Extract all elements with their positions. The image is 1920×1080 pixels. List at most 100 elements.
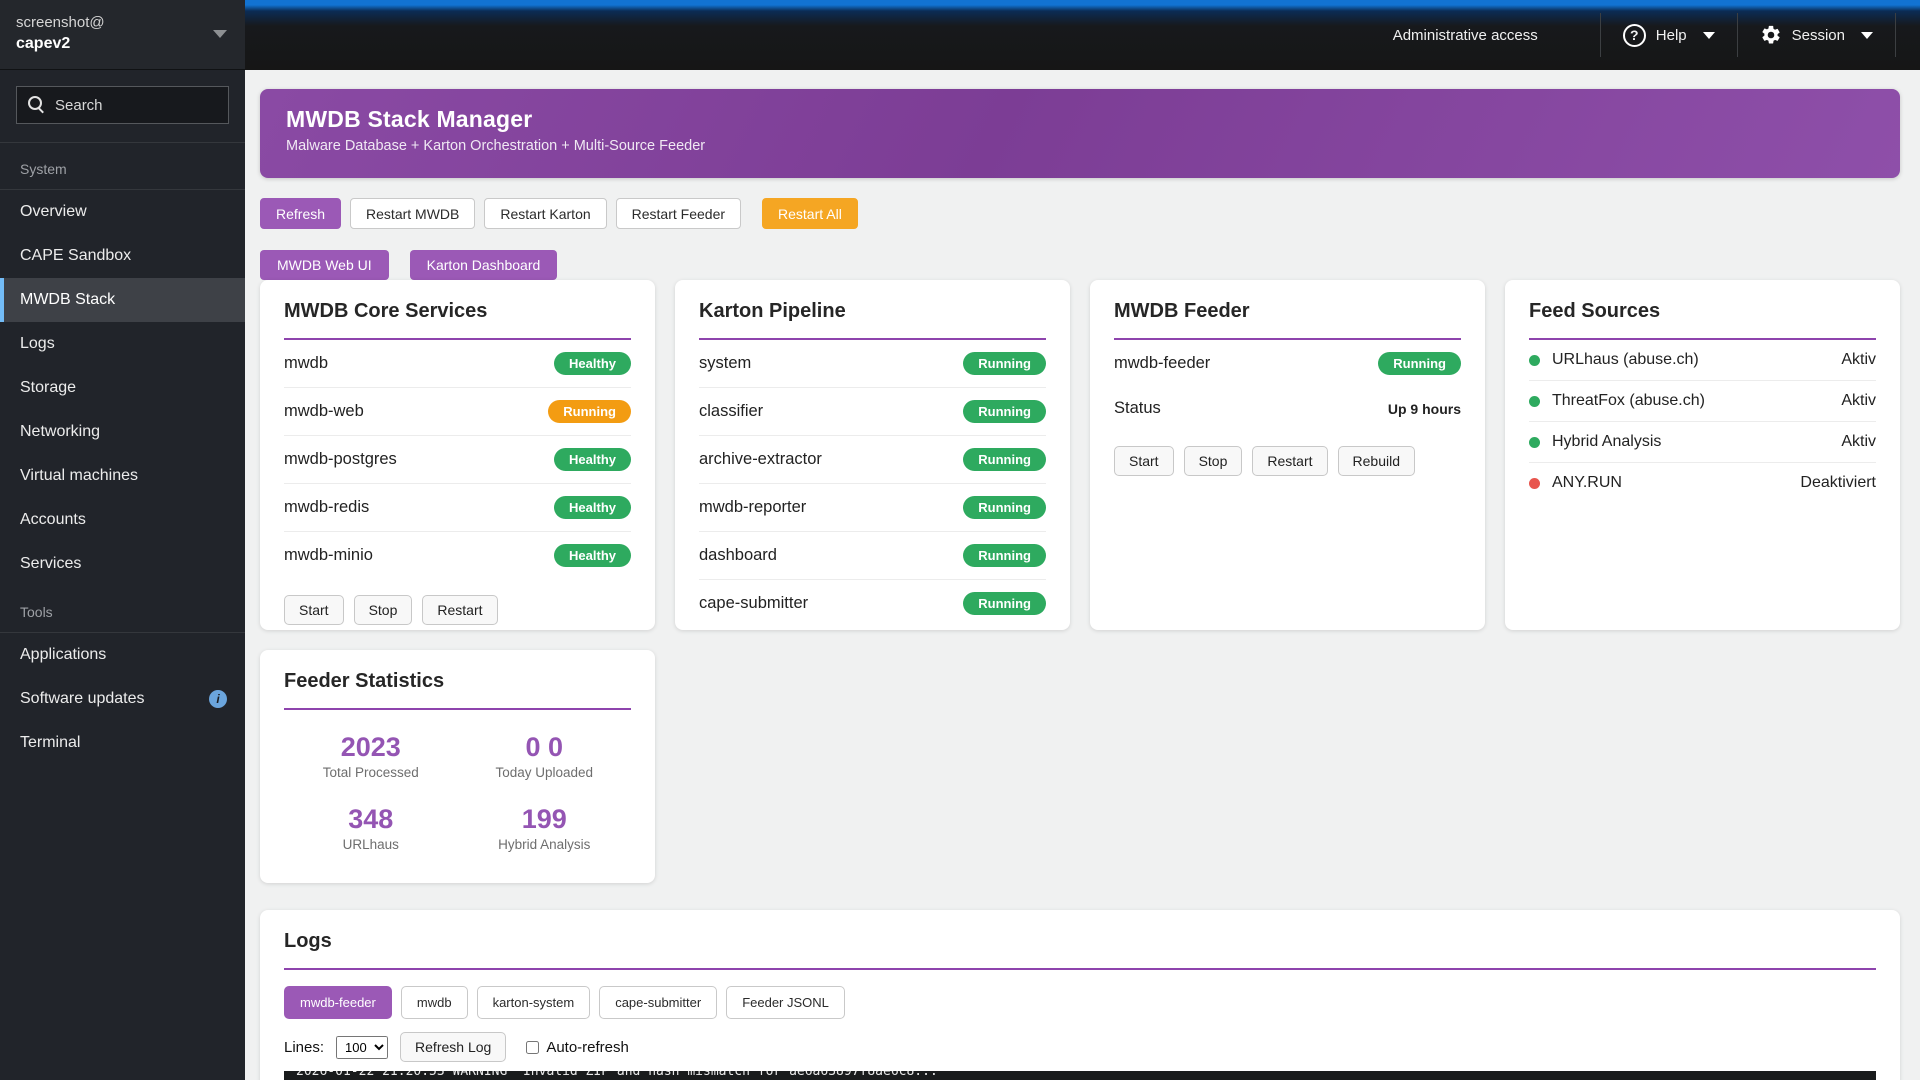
log-tab-mwdb-feeder[interactable]: mwdb-feeder xyxy=(284,986,392,1019)
search-input[interactable] xyxy=(16,86,229,124)
log-controls: Lines: 100 Refresh Log Auto-refresh xyxy=(284,1032,1876,1062)
feeder-services-list: mwdb-feeder Running xyxy=(1114,340,1461,387)
feed-source-name: URLhaus (abuse.ch) xyxy=(1552,351,1699,368)
service-name: classifier xyxy=(699,402,764,420)
sidebar-item-storage[interactable]: Storage xyxy=(0,366,245,410)
main-content: MWDB Stack Manager Malware Database + Ka… xyxy=(245,70,1920,1080)
service-cards-row: MWDB Core Services mwdb Healthy mwdb-web Ru… xyxy=(260,280,1900,630)
feed-source-name: ANY.RUN xyxy=(1552,474,1622,491)
restart-all-button[interactable]: Restart All xyxy=(762,198,858,229)
karton-services-list: system Running classifier Running archive-ex… xyxy=(699,340,1046,627)
stop-button[interactable]: Stop xyxy=(1183,446,1243,476)
help-menu[interactable]: ? Help xyxy=(1599,13,1737,57)
sidebar-item-label: Terminal xyxy=(20,734,81,751)
service-row: mwdb-reporter Running xyxy=(699,484,1046,532)
start-button[interactable]: Start xyxy=(1114,446,1174,476)
rebuild-button[interactable]: Rebuild xyxy=(1337,446,1415,476)
feed-source-state: Deaktiviert xyxy=(1800,474,1876,491)
auto-refresh-label: Auto-refresh xyxy=(546,1038,629,1056)
stat-value: 0 0 xyxy=(525,732,564,762)
status-label: Status xyxy=(1114,399,1161,417)
status-dot-icon xyxy=(1529,395,1540,407)
status-badge: Healthy xyxy=(554,496,631,519)
sidebar-item-cape-sandbox[interactable]: CAPE Sandbox xyxy=(0,234,245,278)
sidebar-item-services[interactable]: Services xyxy=(0,542,245,586)
feed-sources-card: Feed Sources URLhaus (abuse.ch) Aktiv Thre… xyxy=(1505,280,1900,630)
service-name: mwdb-web xyxy=(284,402,364,420)
log-tab-feeder-jsonl[interactable]: Feeder JSONL xyxy=(726,986,845,1019)
log-viewport[interactable]: 2026-01-22 21:20:53 WARNING Invalid ZIP … xyxy=(284,1071,1876,1080)
status-badge: Healthy xyxy=(554,544,631,567)
log-tab-cape-submitter[interactable]: cape-submitter xyxy=(599,986,718,1019)
feed-sources-list: URLhaus (abuse.ch) Aktiv ThreatFox (abuse.… xyxy=(1529,340,1876,503)
feed-source-state: Aktiv xyxy=(1841,433,1876,450)
feeder-statistics-card: Feeder Statistics 2023 Total Processed 0 0… xyxy=(260,650,655,883)
stop-button[interactable]: Stop xyxy=(353,595,413,625)
service-name: archive-extractor xyxy=(699,450,822,468)
log-tab-karton-system[interactable]: karton-system xyxy=(476,986,591,1019)
host-switcher[interactable]: screenshot@ capev2 xyxy=(0,0,245,70)
log-tab-mwdb[interactable]: mwdb xyxy=(400,986,468,1019)
karton-dashboard-button[interactable]: Karton Dashboard xyxy=(409,250,558,280)
card-title: MWDB Feeder xyxy=(1114,300,1461,340)
sidebar-item-label: Overview xyxy=(20,203,87,220)
feed-source-name: ThreatFox (abuse.ch) xyxy=(1552,392,1705,409)
sidebar-item-terminal[interactable]: Terminal xyxy=(0,721,245,765)
status-dot-icon xyxy=(1529,436,1540,448)
sidebar-nav: System Overview CAPE Sandbox MWDB Stack Logs… xyxy=(0,143,245,765)
restart-button[interactable]: Restart xyxy=(422,595,498,625)
sidebar-item-label: Storage xyxy=(20,379,77,396)
masthead: Administrative access ? Help Session xyxy=(245,0,1920,70)
session-menu[interactable]: Session xyxy=(1736,13,1896,57)
restart-karton-button[interactable]: Restart Karton xyxy=(484,198,607,229)
chevron-down-icon xyxy=(213,30,227,38)
sidebar-item-virtual-machines[interactable]: Virtual machines xyxy=(0,454,245,498)
sidebar-item-software-updates[interactable]: Software updates i xyxy=(0,677,245,721)
lines-label: Lines: xyxy=(284,1038,325,1056)
start-button[interactable]: Start xyxy=(284,595,344,625)
status-badge: Running xyxy=(963,592,1046,615)
mwdb-web-ui-button[interactable]: MWDB Web UI xyxy=(260,250,389,280)
info-icon: i xyxy=(209,690,227,708)
status-badge: Running xyxy=(963,448,1046,471)
sidebar-search xyxy=(0,70,245,143)
stat-item: 0 0 Today Uploaded xyxy=(495,732,593,780)
refresh-button[interactable]: Refresh xyxy=(260,198,342,229)
sidebar-item-networking[interactable]: Networking xyxy=(0,410,245,454)
service-name: mwdb-redis xyxy=(284,498,370,516)
refresh-log-button[interactable]: Refresh Log xyxy=(400,1032,507,1062)
service-name: cape-submitter xyxy=(699,594,809,612)
service-row: archive-extractor Running xyxy=(699,436,1046,484)
service-row: mwdb-feeder Running xyxy=(1114,340,1461,387)
feed-source-row: URLhaus (abuse.ch) Aktiv xyxy=(1529,340,1876,381)
toolbar-links: MWDB Web UI Karton Dashboard xyxy=(260,250,1900,280)
sidebar-item-logs[interactable]: Logs xyxy=(0,322,245,366)
status-badge: Running xyxy=(1378,352,1461,375)
toolbar-buttons: Refresh Restart MWDB Restart Karton Restart… xyxy=(260,198,1900,229)
auto-refresh-checkbox[interactable] xyxy=(526,1040,540,1054)
restart-button[interactable]: Restart xyxy=(1252,446,1328,476)
sidebar: screenshot@ capev2 System Overview CAPE Sa… xyxy=(0,0,245,1080)
sidebar-item-applications[interactable]: Applications xyxy=(0,633,245,677)
administrative-access-button[interactable]: Administrative access xyxy=(1371,13,1560,57)
service-row: mwdb-postgres Healthy xyxy=(284,436,631,484)
core-services-list: mwdb Healthy mwdb-web Running mwdb-postgres H… xyxy=(284,340,631,579)
service-row: mwdb-web Running xyxy=(284,388,631,436)
stat-label: URLhaus xyxy=(342,837,399,852)
sidebar-item-mwdb-stack[interactable]: MWDB Stack xyxy=(0,278,245,322)
lines-select[interactable]: 100 xyxy=(336,1035,389,1059)
help-icon: ? xyxy=(1622,23,1646,47)
restart-feeder-button[interactable]: Restart Feeder xyxy=(615,198,742,229)
stat-item: 199 Hybrid Analysis xyxy=(498,804,590,852)
stat-value: 348 xyxy=(348,804,394,834)
sidebar-item-overview[interactable]: Overview xyxy=(0,190,245,234)
feed-source-name: Hybrid Analysis xyxy=(1552,433,1662,450)
stat-item: 348 URLhaus xyxy=(343,804,399,852)
service-name: dashboard xyxy=(699,546,777,564)
restart-mwdb-button[interactable]: Restart MWDB xyxy=(350,198,476,229)
sidebar-item-label: Services xyxy=(20,555,82,572)
log-output[interactable]: 2026-01-22 21:20:53 WARNING Invalid ZIP … xyxy=(296,1071,938,1079)
sidebar-item-accounts[interactable]: Accounts xyxy=(0,498,245,542)
card-title: Logs xyxy=(284,930,1876,970)
service-name: mwdb-postgres xyxy=(284,450,397,468)
